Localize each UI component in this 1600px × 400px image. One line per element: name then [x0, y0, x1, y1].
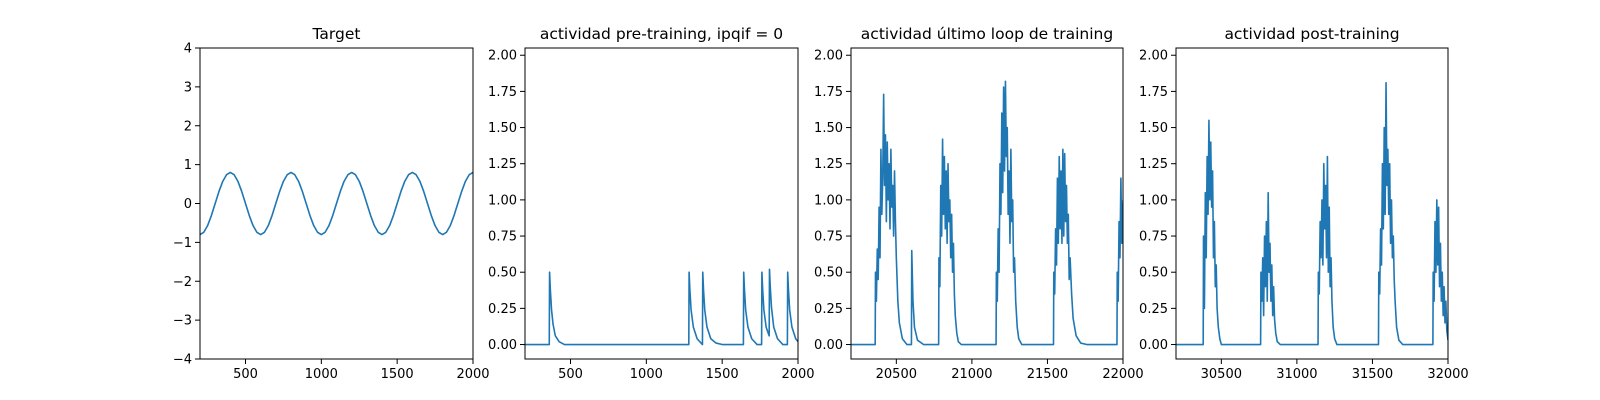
- subplot-2: 500 1000 1500 2000 0.00 0.25 0.50 0.75 1.00 1.25 1…: [488, 25, 815, 382]
- x-tick-label: 21500: [1027, 367, 1068, 382]
- series-line: [1176, 81, 1448, 346]
- x-tick-label: 31500: [1352, 367, 1393, 382]
- axes-frame: [524, 47, 799, 360]
- y-tick-label: 1.25: [1139, 157, 1168, 172]
- y-tick-label: 0.75: [814, 230, 843, 245]
- y-tick-label: 0.00: [1139, 338, 1168, 353]
- x-tick-label: 1000: [305, 367, 338, 382]
- y-tick-label: 1: [184, 158, 192, 173]
- series-line: [200, 171, 473, 236]
- y-tick-label: 0.50: [488, 266, 517, 281]
- subplot-1: 500 1000 1500 2000 −4 −3 −2 −1 0 1 2 3 4 Target: [173, 25, 490, 382]
- y-tick-label: 0.25: [1139, 302, 1168, 317]
- x-tick-label: 31000: [1276, 367, 1317, 382]
- y-tick-label: 0.75: [1139, 230, 1168, 245]
- x-tick-label: 22000: [1102, 367, 1143, 382]
- y-tick-label: 2: [184, 119, 192, 134]
- y-tick-label: 1.50: [814, 121, 843, 136]
- y-tick-label: 1.00: [814, 193, 843, 208]
- y-tick-label: 3: [184, 80, 192, 95]
- x-tick-label: 21000: [951, 367, 992, 382]
- y-tick-label: 2.00: [488, 49, 517, 64]
- y-tick-label: −2: [173, 275, 192, 290]
- axes-frame: [1175, 47, 1449, 360]
- y-tick-label: 0.25: [488, 302, 517, 317]
- y-tick-label: 1.75: [814, 85, 843, 100]
- y-tick-label: 2.00: [814, 49, 843, 64]
- y-tick-label: 0.00: [814, 338, 843, 353]
- y-tick-label: 0.50: [1139, 266, 1168, 281]
- y-tick-label: 1.25: [488, 157, 517, 172]
- series-line: [525, 268, 798, 346]
- x-tick-label: 1000: [630, 367, 663, 382]
- chart-title: actividad pre-training, ipqif = 0: [540, 25, 783, 43]
- y-tick-label: 0.50: [814, 266, 843, 281]
- y-tick-label: 1.75: [1139, 85, 1168, 100]
- chart-title: actividad último loop de training: [861, 25, 1113, 43]
- x-tick-label: 32000: [1427, 367, 1468, 382]
- y-tick-label: −1: [173, 236, 192, 251]
- y-tick-label: 1.25: [814, 157, 843, 172]
- subplot-4: 30500 31000 31500 32000 0.00 0.25 0.50 0.75 1.00…: [1139, 25, 1469, 382]
- y-tick-label: 1.00: [1139, 193, 1168, 208]
- y-tick-label: 1.75: [488, 85, 517, 100]
- x-tick-label: 30500: [1201, 367, 1242, 382]
- y-tick-label: −4: [173, 353, 192, 368]
- y-tick-label: 0.75: [488, 230, 517, 245]
- y-tick-label: 4: [184, 42, 192, 57]
- chart-title: actividad post-training: [1224, 25, 1399, 43]
- x-tick-label: 500: [558, 367, 583, 382]
- axes-frame: [850, 47, 1124, 360]
- x-tick-label: 20500: [876, 367, 917, 382]
- x-tick-label: 1500: [706, 367, 739, 382]
- y-tick-label: 1.00: [488, 193, 517, 208]
- y-tick-label: 1.50: [488, 121, 517, 136]
- y-tick-label: 2.00: [1139, 49, 1168, 64]
- x-tick-label: 2000: [456, 367, 489, 382]
- x-tick-label: 500: [233, 367, 258, 382]
- x-tick-label: 2000: [781, 367, 814, 382]
- x-tick-label: 1500: [381, 367, 414, 382]
- chart-title: Target: [312, 25, 361, 43]
- y-tick-label: 0.25: [814, 302, 843, 317]
- subplot-3: 20500 21000 21500 22000 0.00 0.25 0.50 0.75 1.00…: [814, 25, 1144, 382]
- y-tick-label: −3: [173, 314, 192, 329]
- series-line: [851, 80, 1123, 346]
- y-tick-label: 0.00: [488, 338, 517, 353]
- y-tick-label: 0: [184, 197, 192, 212]
- y-tick-label: 1.50: [1139, 121, 1168, 136]
